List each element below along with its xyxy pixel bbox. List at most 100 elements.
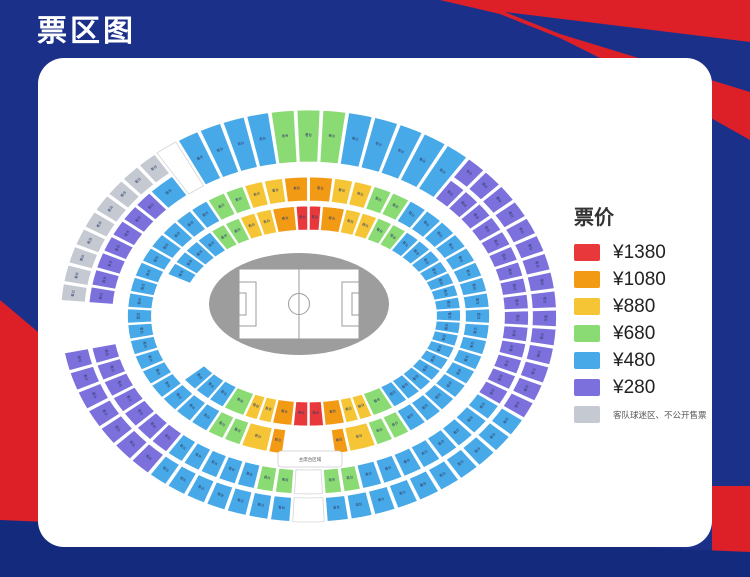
seat-block[interactable] — [411, 358, 441, 381]
seat-block[interactable] — [319, 206, 345, 233]
seat-block[interactable] — [379, 224, 407, 251]
seat-block[interactable] — [434, 320, 461, 335]
seat-block[interactable] — [322, 399, 345, 426]
seat-block[interactable] — [444, 361, 476, 385]
seat-block[interactable] — [64, 348, 94, 372]
seat-block[interactable] — [248, 492, 273, 520]
seat-block[interactable] — [175, 394, 207, 422]
seat-block[interactable] — [325, 495, 349, 522]
seat-block[interactable] — [197, 231, 227, 258]
seat-block[interactable] — [191, 403, 221, 432]
seat-block[interactable] — [96, 252, 126, 275]
seat-block[interactable] — [388, 478, 418, 509]
seat-block[interactable] — [339, 112, 373, 168]
seat-block[interactable] — [226, 487, 253, 516]
seat-block[interactable] — [419, 349, 449, 371]
seat-block[interactable] — [246, 112, 278, 168]
seat-block[interactable] — [293, 401, 309, 427]
seat-block[interactable] — [503, 310, 529, 326]
seat-block[interactable] — [270, 495, 292, 522]
seat-block[interactable] — [292, 497, 325, 523]
seat-block[interactable] — [445, 448, 478, 479]
seat-block[interactable] — [200, 449, 227, 479]
seat-block[interactable] — [391, 374, 421, 400]
seat-block[interactable] — [417, 144, 468, 198]
seat-block[interactable] — [464, 308, 490, 324]
seat-block[interactable] — [103, 372, 135, 397]
seat-block[interactable] — [108, 180, 140, 209]
seat-block[interactable] — [380, 381, 408, 408]
seat-block[interactable] — [525, 344, 554, 366]
seat-block[interactable] — [236, 461, 261, 489]
seat-block[interactable] — [91, 269, 120, 290]
seat-block[interactable] — [393, 447, 423, 477]
seat-block[interactable] — [367, 417, 394, 446]
seat-block[interactable] — [296, 109, 321, 163]
seat-block[interactable] — [490, 407, 524, 436]
seat-block[interactable] — [167, 465, 197, 495]
seat-block[interactable] — [441, 418, 473, 447]
seat-block[interactable] — [330, 178, 354, 205]
seat-block[interactable] — [410, 439, 441, 469]
seat-block[interactable] — [512, 376, 543, 402]
seat-block[interactable] — [141, 361, 173, 385]
seat-block[interactable] — [480, 231, 511, 255]
seat-block[interactable] — [60, 283, 88, 303]
seat-block[interactable] — [366, 217, 393, 245]
seat-block[interactable] — [435, 309, 461, 322]
seat-block[interactable] — [151, 423, 183, 453]
seat-block[interactable] — [207, 411, 235, 439]
seat-block[interactable] — [502, 293, 529, 311]
seat-block[interactable] — [241, 422, 273, 452]
seat-block[interactable] — [408, 470, 440, 501]
seat-block[interactable] — [274, 467, 295, 494]
seat-block[interactable] — [256, 465, 278, 493]
seat-block[interactable] — [88, 286, 116, 305]
seat-block[interactable] — [138, 153, 171, 184]
seat-block[interactable] — [444, 247, 476, 271]
seat-block[interactable] — [530, 290, 557, 309]
seat-block[interactable] — [134, 348, 165, 371]
seat-block[interactable] — [294, 469, 323, 495]
seat-block[interactable] — [521, 253, 551, 276]
seat-block[interactable] — [426, 340, 455, 359]
seat-block[interactable] — [514, 235, 545, 260]
seat-block[interactable] — [151, 372, 182, 399]
seat-block[interactable] — [185, 240, 216, 266]
seat-block[interactable] — [77, 382, 110, 410]
seat-block[interactable] — [150, 175, 188, 209]
seat-block[interactable] — [396, 200, 426, 229]
seat-block[interactable] — [519, 360, 550, 384]
seat-block[interactable] — [488, 245, 518, 268]
seat-block[interactable] — [255, 208, 278, 236]
seat-block[interactable] — [134, 261, 165, 284]
seat-block[interactable] — [222, 116, 258, 172]
seat-block[interactable] — [501, 325, 529, 343]
seat-block[interactable] — [529, 327, 557, 347]
seat-block[interactable] — [375, 454, 403, 484]
seat-block[interactable] — [526, 271, 555, 293]
seat-block[interactable] — [131, 443, 165, 474]
seat-block[interactable] — [208, 380, 237, 408]
seat-block[interactable] — [149, 455, 180, 485]
seat-block[interactable] — [225, 186, 252, 215]
seat-block[interactable] — [360, 117, 399, 173]
seat-block[interactable] — [486, 367, 517, 390]
seat-block[interactable] — [308, 401, 324, 427]
seat-block[interactable] — [462, 292, 490, 310]
seat-block[interactable] — [339, 396, 359, 424]
seat-block[interactable] — [127, 322, 155, 340]
seat-block[interactable] — [396, 403, 426, 432]
seat-block[interactable] — [162, 221, 194, 249]
seat-block[interactable] — [224, 217, 251, 245]
seat-block[interactable] — [348, 181, 373, 209]
seat-block[interactable] — [452, 348, 483, 371]
seat-block[interactable] — [344, 422, 376, 452]
seat-block[interactable] — [368, 486, 396, 515]
seat-block[interactable] — [319, 109, 347, 165]
seat-block[interactable] — [493, 353, 523, 375]
seat-block[interactable] — [382, 411, 410, 439]
seat-block[interactable] — [426, 429, 458, 459]
seat-block[interactable] — [175, 251, 206, 275]
